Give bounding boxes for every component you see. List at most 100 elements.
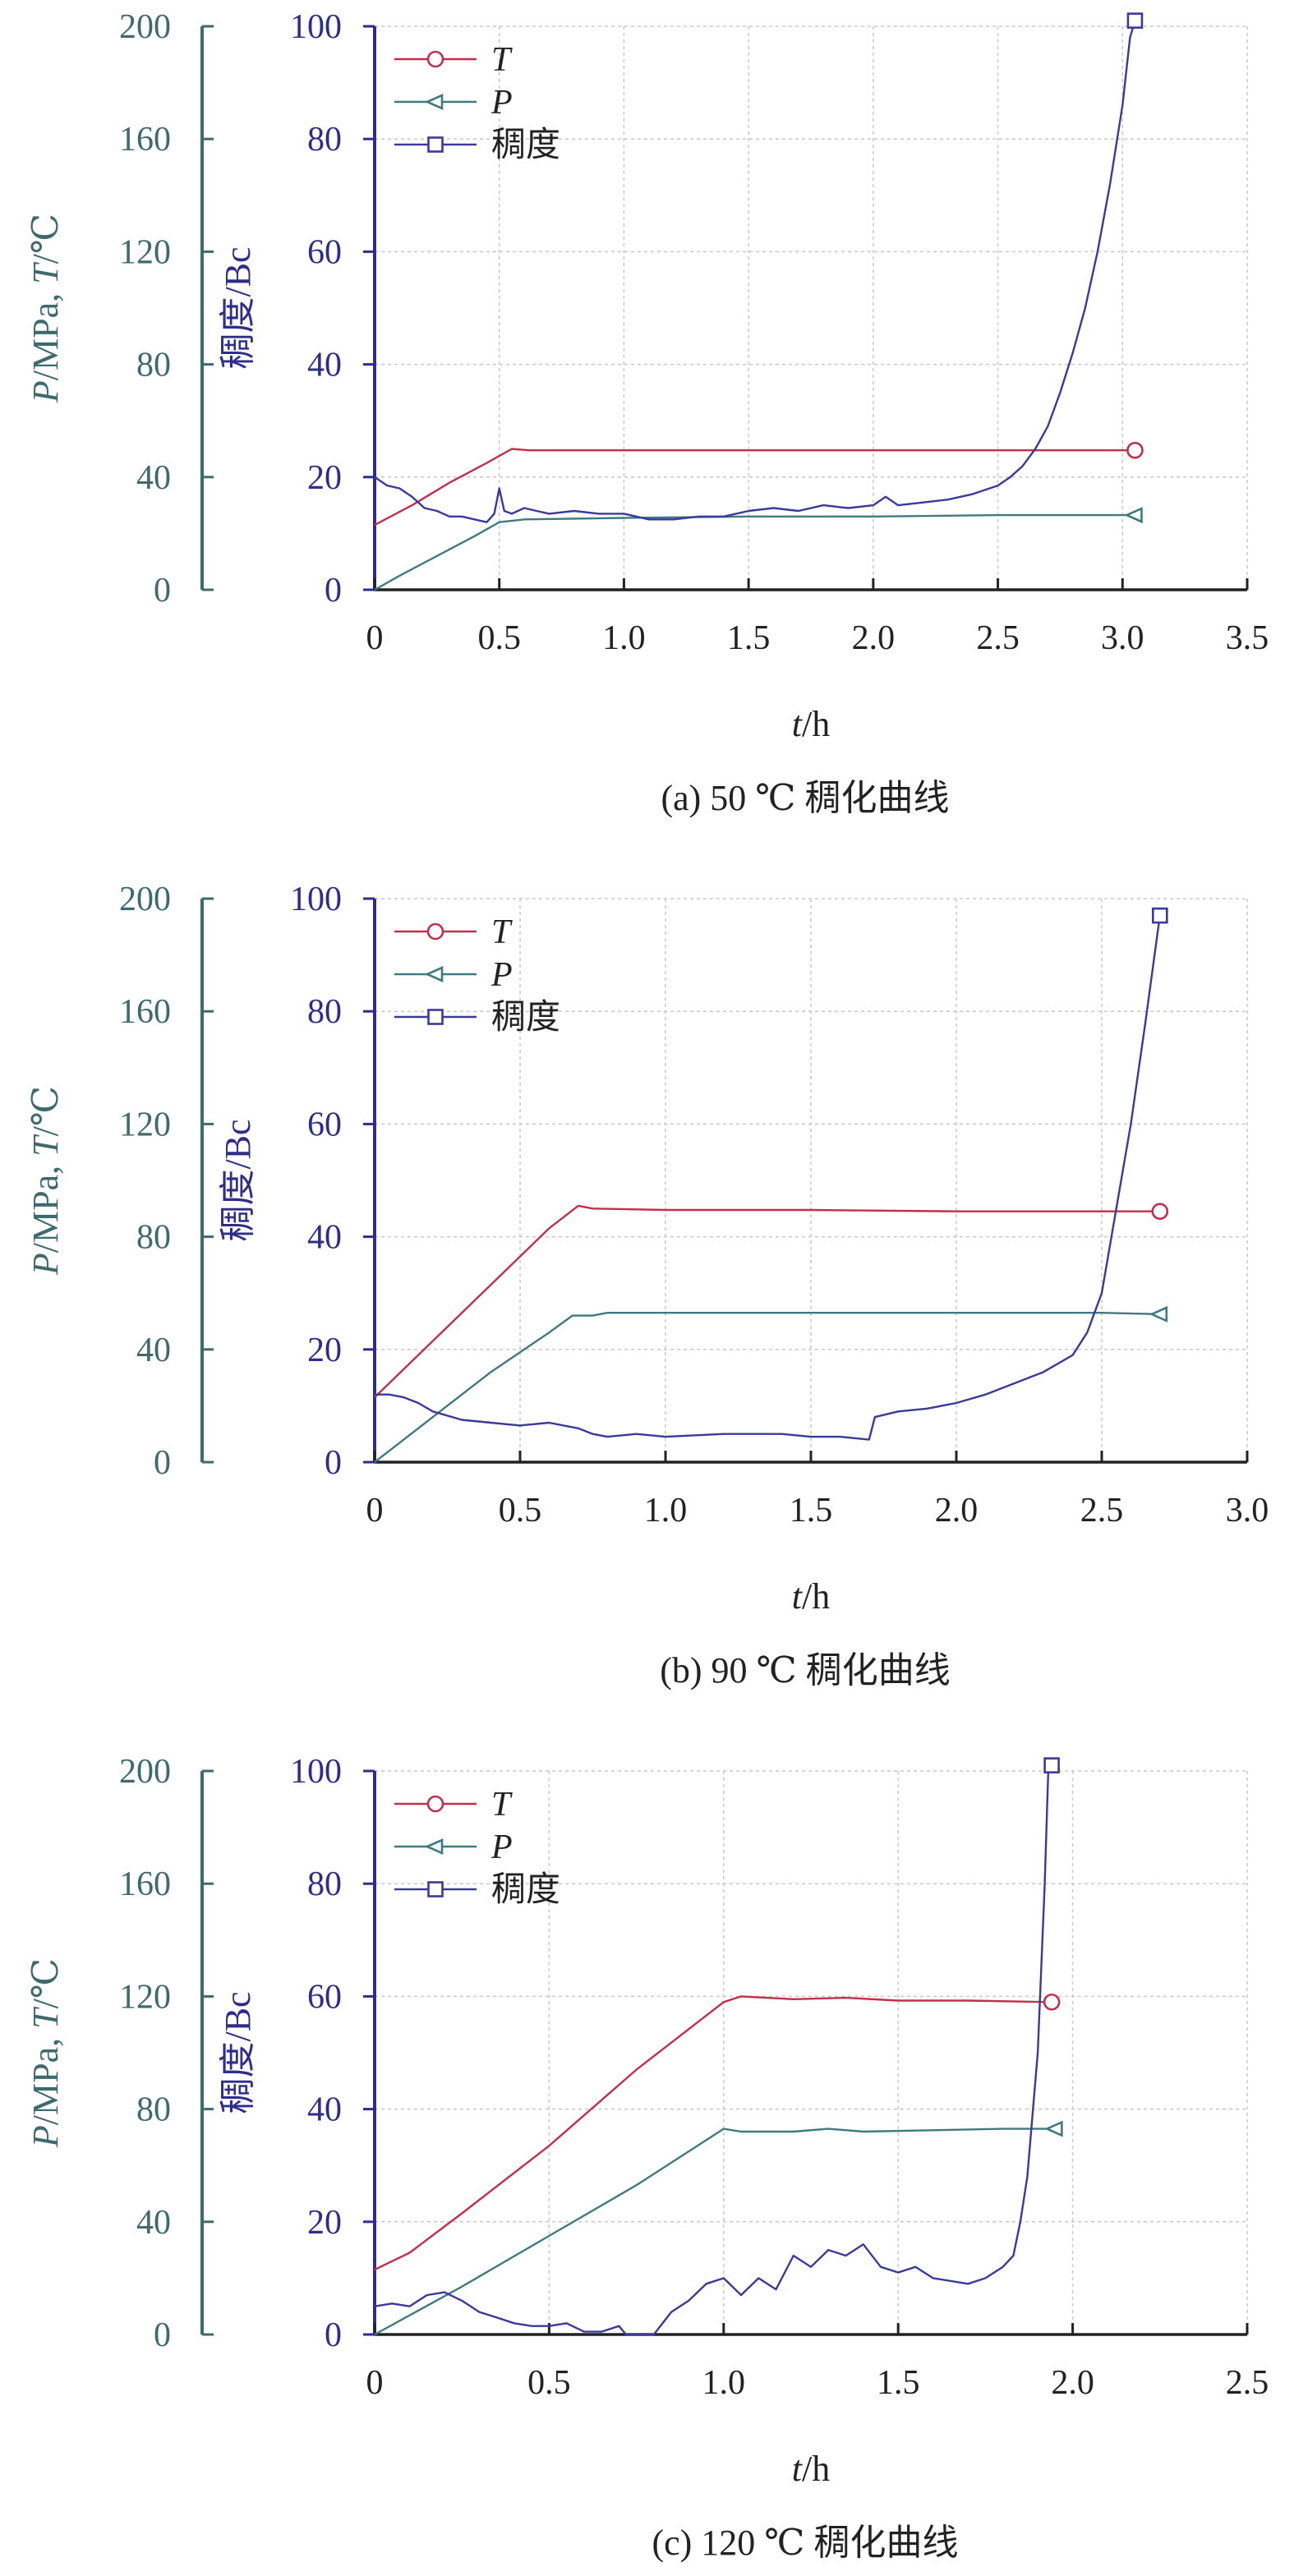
- panel-caption: (a) 50 ℃ 稠化曲线: [661, 778, 949, 818]
- legend-marker: [427, 1881, 444, 1898]
- left-axis-label: P/MPa, T/℃: [25, 1958, 66, 2148]
- left-axis-tick-label: 120: [119, 1106, 171, 1143]
- consistency-axis-tick-label: 60: [307, 1106, 342, 1143]
- left-axis-tick-label: 200: [119, 881, 171, 918]
- x-axis-tick-label: 1.0: [702, 2364, 746, 2402]
- left-axis-tick-label: 120: [119, 233, 171, 271]
- left-axis-tick-label: 160: [119, 993, 171, 1031]
- left-axis: 0 40 80 120 160 200 P/MPa, T/℃: [25, 1753, 214, 2354]
- legend-marker: [424, 965, 444, 983]
- consistency-axis-tick-label: 100: [290, 881, 342, 918]
- consistency-axis-tick-label: 80: [307, 121, 342, 159]
- series-line-P: [374, 1312, 1160, 1463]
- left-axis-tick-label: 0: [154, 572, 171, 610]
- series-end-marker-T: [1126, 441, 1144, 459]
- series-end-marker-稠度: [1152, 907, 1168, 924]
- legend-label: T: [491, 1786, 513, 1824]
- x-axis: 0 0.5 1.0 1.5 2.0 2.5 t/h: [366, 2323, 1269, 2489]
- consistency-axis-tick-label: 20: [307, 1332, 342, 1369]
- consistency-axis-tick-label: 80: [307, 1865, 342, 1903]
- x-axis: 0 0.5 1.0 1.5 2.0 2.5 3.0 3.5 t/h: [366, 578, 1269, 744]
- chart-panel-2: 0 40 80 120 160 200 P/MPa, T/℃ 0 20 40 60 80 100 稠度/B…: [25, 881, 1269, 1690]
- x-axis-label: t/h: [792, 2449, 830, 2489]
- series-end-marker-P: [1149, 1305, 1168, 1322]
- series-line-T: [374, 1995, 1052, 2271]
- legend-label: T: [491, 913, 513, 951]
- x-axis-tick-label: 2.0: [852, 619, 896, 657]
- x-axis-tick-label: 1.5: [877, 2364, 920, 2402]
- x-axis-tick-label: 0: [366, 619, 384, 657]
- x-axis-tick-label: 2.0: [935, 1492, 979, 1530]
- consistency-axis-label: 稠度/Bc: [218, 1119, 258, 1241]
- left-axis-label: P/MPa, T/℃: [25, 214, 66, 403]
- left-axis-tick-label: 0: [154, 1444, 171, 1482]
- series-group: [374, 1757, 1063, 2336]
- left-axis-tick-label: 160: [119, 1865, 171, 1903]
- x-axis-tick-label: 2.0: [1051, 2364, 1094, 2402]
- consistency-axis-tick-label: 20: [307, 459, 342, 497]
- left-axis-tick-label: 80: [136, 1219, 171, 1257]
- series-line-稠度: [374, 1764, 1053, 2336]
- legend-label: P: [490, 84, 513, 122]
- consistency-axis: 0 20 40 60 80 100 稠度/Bc: [218, 881, 376, 1482]
- left-axis-label: P/MPa, T/℃: [25, 1086, 66, 1276]
- series-end-marker-P: [1124, 507, 1143, 524]
- left-axis-tick-label: 200: [119, 8, 171, 46]
- consistency-axis-tick-label: 100: [290, 8, 342, 46]
- series-line-P: [374, 2128, 1056, 2336]
- x-axis-tick-label: 1.5: [790, 1492, 833, 1530]
- gridlines: [375, 25, 1248, 590]
- consistency-axis-tick-label: 0: [325, 572, 342, 610]
- x-axis-tick-label: 2.5: [976, 619, 1020, 657]
- legend-marker: [427, 136, 444, 153]
- series-line-P: [374, 513, 1135, 591]
- left-axis-tick-label: 0: [154, 2316, 171, 2354]
- x-axis-tick-label: 0: [366, 2364, 384, 2402]
- x-axis-label: t/h: [792, 1576, 830, 1617]
- left-axis-tick-label: 120: [119, 1978, 171, 2016]
- x-axis-tick-label: 1.5: [727, 619, 771, 657]
- consistency-axis-tick-label: 40: [307, 347, 342, 384]
- panel-caption: (c) 120 ℃ 稠化曲线: [652, 2523, 958, 2563]
- consistency-axis-tick-label: 0: [325, 1444, 342, 1482]
- consistency-axis-tick-label: 0: [325, 2316, 342, 2354]
- left-axis-tick-label: 160: [119, 121, 171, 159]
- gridlines: [375, 898, 1248, 1462]
- consistency-axis-tick-label: 20: [307, 2204, 342, 2242]
- left-axis-tick-label: 200: [119, 1753, 171, 1791]
- legend: TP 稠度: [394, 1786, 560, 1909]
- x-axis-tick-label: 2.5: [1080, 1492, 1124, 1530]
- consistency-axis-tick-label: 40: [307, 1219, 342, 1257]
- consistency-axis-tick-label: 40: [307, 2091, 342, 2129]
- chart-panel-1: 0 40 80 120 160 200 P/MPa, T/℃ 0 20 40 60 80 100 稠度/B…: [25, 8, 1269, 818]
- series-end-marker-T: [1043, 1993, 1061, 2011]
- x-axis-tick-label: 2.5: [1226, 2364, 1269, 2402]
- legend-marker: [424, 1838, 444, 1856]
- legend-marker: [426, 922, 444, 941]
- legend-label: P: [490, 1828, 513, 1866]
- consistency-axis-label: 稠度/Bc: [218, 246, 258, 369]
- x-axis-tick-label: 0: [366, 1492, 384, 1530]
- x-axis-tick-label: 1.0: [644, 1492, 688, 1530]
- series-line-稠度: [374, 20, 1136, 523]
- consistency-axis-tick-label: 60: [307, 233, 342, 271]
- chart-panel-3: 0 40 80 120 160 200 P/MPa, T/℃ 0 20 40 60 80 100 稠度/B…: [25, 1753, 1269, 2563]
- x-axis-tick-label: 3.5: [1226, 619, 1269, 657]
- consistency-axis-tick-label: 80: [307, 993, 342, 1031]
- series-line-T: [374, 448, 1135, 527]
- legend-label: P: [490, 956, 513, 994]
- legend-marker: [424, 93, 444, 111]
- x-axis-tick-label: 3.0: [1101, 619, 1144, 657]
- legend: TP 稠度: [394, 41, 560, 164]
- consistency-axis: 0 20 40 60 80 100 稠度/Bc: [218, 8, 376, 610]
- x-axis-tick-label: 3.0: [1226, 1492, 1269, 1530]
- consistency-axis-tick-label: 60: [307, 1978, 342, 2016]
- legend-label: 稠度: [491, 1871, 560, 1909]
- left-axis-tick-label: 40: [136, 2204, 171, 2242]
- series-group: [374, 907, 1169, 1463]
- gridlines: [375, 1770, 1248, 2334]
- panel-caption: (b) 90 ℃ 稠化曲线: [660, 1650, 951, 1690]
- legend-label: 稠度: [491, 999, 560, 1037]
- left-axis: 0 40 80 120 160 200 P/MPa, T/℃: [25, 8, 214, 610]
